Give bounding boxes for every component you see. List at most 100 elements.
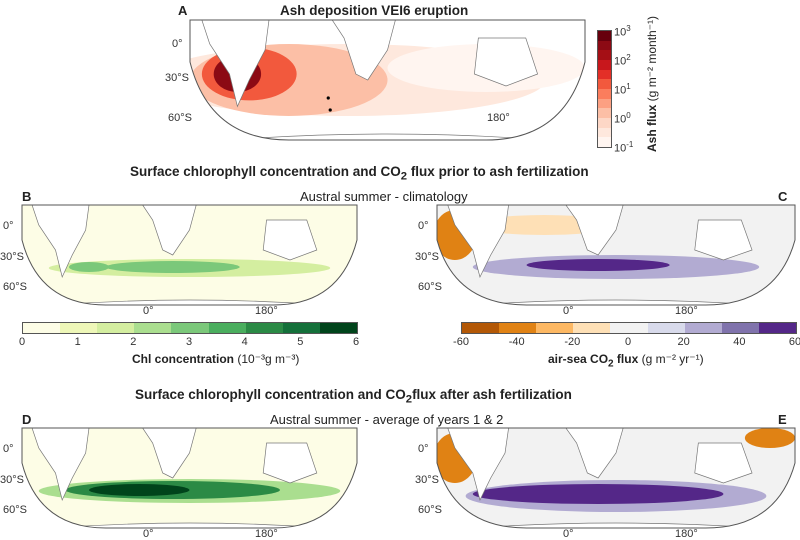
co2-swatch — [647, 323, 685, 333]
map-outline — [436, 204, 796, 306]
t: flux — [613, 352, 639, 366]
lat-label: 0° — [418, 443, 429, 455]
africa-land — [331, 20, 396, 81]
south-america-land — [31, 205, 90, 279]
lon-label: 180° — [255, 528, 278, 540]
lon-label: 180° — [675, 528, 698, 540]
field-region — [105, 261, 240, 273]
panel-label-d: D — [22, 412, 32, 427]
t: 2 — [405, 393, 413, 406]
chl-swatch — [245, 323, 283, 333]
lon-label: 180° — [675, 305, 698, 317]
panel-a-title: Ash deposition VEI6 eruption — [280, 3, 469, 18]
ash-colorbar-tick: 102 — [614, 53, 631, 68]
co2-colorbar-label: air-sea CO2 flux (g m⁻² yr⁻¹) — [548, 352, 704, 369]
section1-subtitle: Austral summer - climatology — [300, 189, 468, 204]
co2-map-prior — [436, 204, 796, 306]
australia-land — [262, 219, 318, 261]
t: flux after ash fertilization — [412, 387, 572, 402]
ash-swatch — [598, 40, 611, 51]
co2-swatch — [499, 323, 537, 333]
africa-land — [141, 428, 197, 479]
chl-colorbar-tick: 6 — [352, 336, 360, 348]
chl-map-after — [21, 427, 358, 529]
australia-land — [694, 219, 753, 261]
co2-map-after — [436, 427, 796, 529]
lat-label: 0° — [172, 38, 183, 50]
co2-colorbar-tick: 20 — [677, 336, 690, 348]
lat-label: 30°S — [415, 251, 439, 263]
australia-land — [262, 442, 318, 484]
co2-swatch — [536, 323, 574, 333]
co2-colorbar-tick: -20 — [564, 336, 581, 348]
chl-colorbar-tick: 1 — [74, 336, 81, 348]
lon-label: 180° — [487, 112, 510, 124]
map-outline — [436, 427, 796, 529]
ash-map — [189, 19, 586, 141]
ash-colorbar-tick: 100 — [614, 111, 631, 126]
t: air-sea CO — [548, 352, 609, 366]
field-region — [89, 484, 190, 496]
south-america-land — [447, 428, 510, 501]
co2-colorbar-tick: 60 — [788, 336, 800, 348]
exp: 2 — [626, 53, 631, 62]
ash-colorbar-tick: 101 — [614, 82, 631, 97]
label-units: (g m⁻² month⁻¹) — [645, 15, 659, 102]
t: Surface chlorophyll concentration and CO — [135, 387, 406, 402]
t: Chl concentration — [132, 352, 235, 366]
section1-title: Surface chlorophyll concentration and CO… — [130, 164, 589, 183]
lon-label: 0° — [143, 305, 154, 317]
lat-label: 30°S — [415, 474, 439, 486]
antarctica-land — [55, 522, 324, 528]
australia-land — [474, 37, 539, 87]
chl-colorbar-tick: 5 — [297, 336, 304, 348]
section2-title: Surface chlorophyll concentration and CO… — [135, 387, 572, 406]
exp: 3 — [626, 24, 631, 33]
ash-swatch — [598, 89, 611, 99]
field-region — [744, 428, 795, 448]
ash-swatch — [598, 60, 611, 70]
exp: 1 — [626, 82, 631, 91]
chl-swatch — [134, 323, 172, 333]
co2-swatch — [610, 323, 648, 333]
chl-colorbar-tick: 4 — [241, 336, 248, 348]
antarctica-land — [472, 299, 760, 305]
chl-colorbar-tick: 0 — [18, 336, 26, 348]
ash-swatch — [598, 127, 611, 138]
map-outline — [21, 427, 358, 529]
chl-swatch — [23, 323, 61, 333]
chl-colorbar — [22, 322, 358, 334]
panel-label-a: A — [178, 3, 188, 18]
panel-label-b: B — [22, 189, 32, 204]
map-outline — [21, 204, 358, 306]
co2-swatch — [758, 323, 796, 333]
chl-swatch — [319, 323, 357, 333]
t: (g m⁻² yr⁻¹) — [641, 352, 704, 366]
map-outline — [189, 19, 586, 141]
australia-land — [694, 442, 753, 484]
africa-land — [565, 428, 624, 479]
lat-label: 30°S — [165, 72, 189, 84]
chl-swatch — [208, 323, 246, 333]
eruption-star-icon — [328, 108, 332, 112]
field-region — [526, 259, 670, 271]
t: 2 — [400, 170, 408, 183]
ash-colorbar-label: Ash flux (g m⁻² month⁻¹) — [645, 16, 659, 152]
panel-label-e: E — [778, 412, 787, 427]
lat-label: 60°S — [3, 504, 27, 516]
chl-colorbar-label: Chl concentration (10⁻³g m⁻³) — [132, 352, 299, 366]
field-region — [68, 262, 110, 272]
south-america-land — [201, 20, 270, 108]
section2-subtitle: Austral summer - average of years 1 & 2 — [270, 412, 504, 427]
field-region — [472, 484, 724, 504]
panel-label-c: C — [778, 189, 788, 204]
lat-label: 60°S — [418, 504, 442, 516]
t: 2 — [608, 358, 614, 370]
antarctica-land — [55, 299, 324, 305]
t: flux prior to ash fertilization — [407, 164, 589, 179]
lat-label: 60°S — [3, 281, 27, 293]
africa-land — [565, 205, 624, 256]
lon-label: 0° — [143, 528, 154, 540]
lat-label: 0° — [418, 220, 429, 232]
exp: -1 — [626, 140, 634, 149]
